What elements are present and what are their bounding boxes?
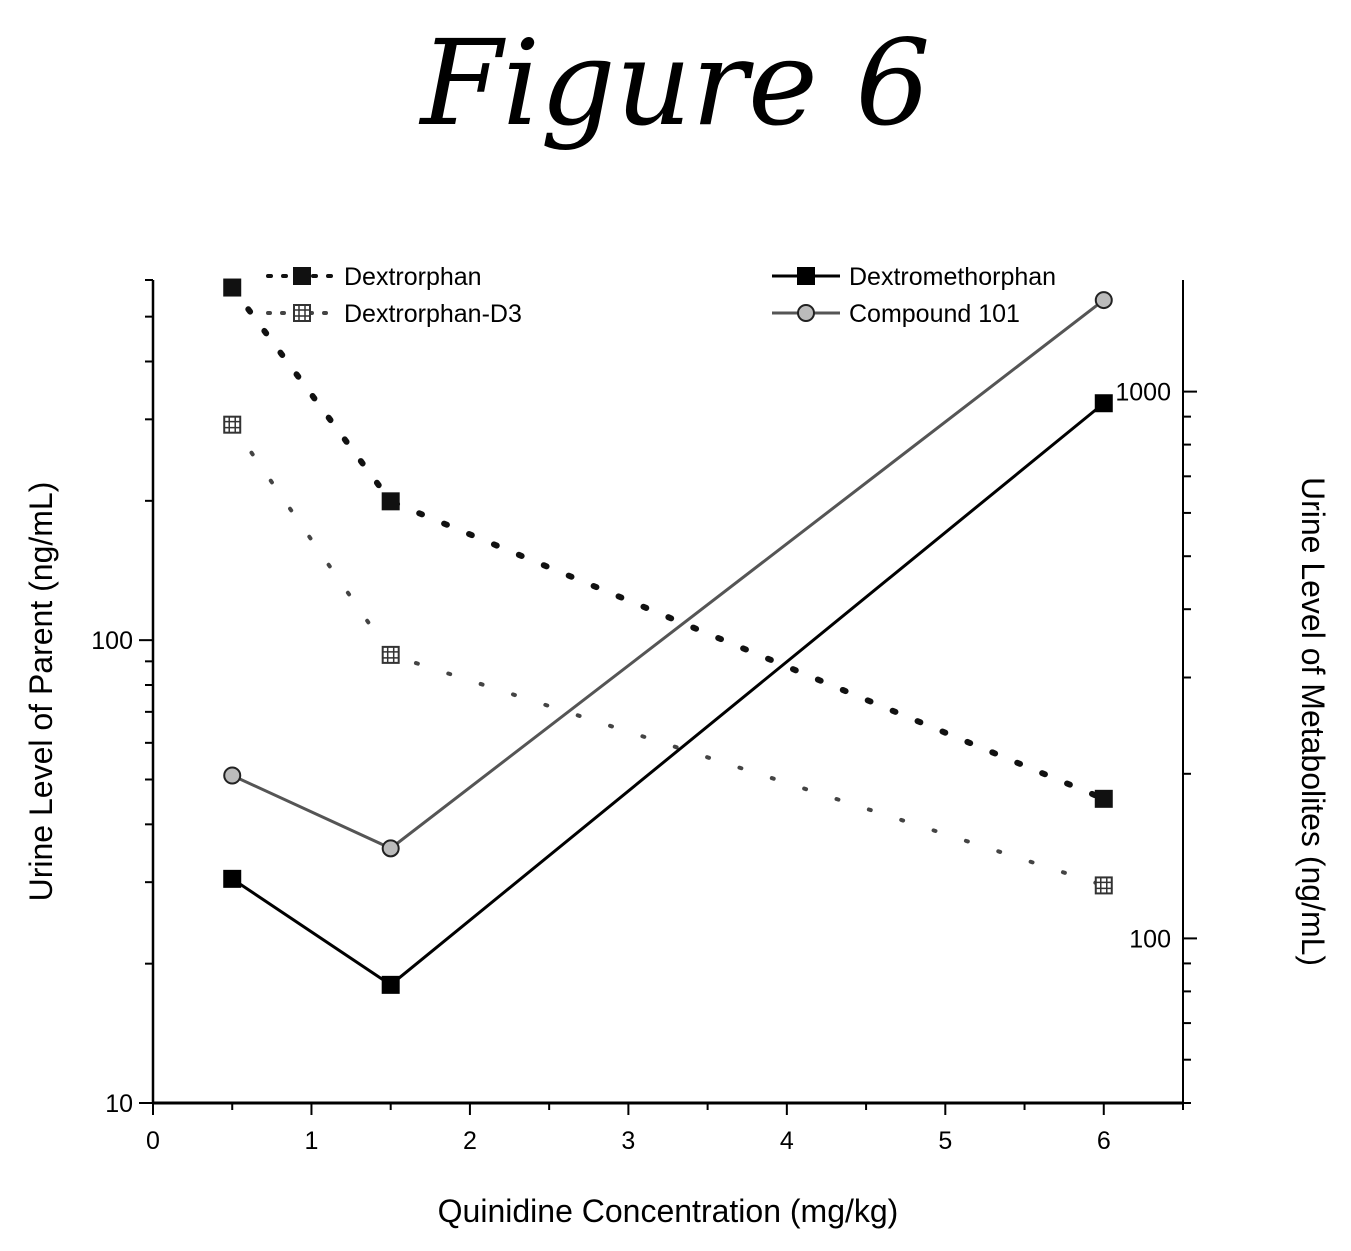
y-right-tick-label: 1000	[1115, 379, 1171, 407]
x-tick-label: 3	[621, 1127, 635, 1155]
y-left-tick-label: 100	[91, 627, 133, 655]
legend: Dextrorphan Dextrorphan-D3 Dextromethorpha…	[266, 263, 1056, 328]
data-point-compound-101	[223, 766, 242, 785]
series-line-dextromethorphan	[231, 402, 1105, 987]
series-line-dextrorphan	[229, 284, 1107, 802]
y-axis-right-title: Urine Level of Metabolites (ng/mL)	[1295, 477, 1331, 966]
x-tick-label: 1	[305, 1127, 319, 1155]
x-tick-label: 5	[938, 1127, 952, 1155]
legend-label-dextrorphan-d3: Dextrorphan-D3	[344, 300, 522, 328]
legend-label-compound-101: Compound 101	[849, 300, 1020, 328]
legend-marker-dextromethorphan	[797, 267, 815, 285]
data-point-dextrorphan-d3	[381, 645, 400, 664]
data-point-dextrorphan	[223, 278, 242, 297]
series-dextromethorphan	[223, 394, 1113, 994]
y-right-tick-label: 100	[1129, 925, 1171, 953]
y-axis-left-title: Urine Level of Parent (ng/mL)	[23, 482, 59, 902]
series-line-dextrorphan-d3	[230, 422, 1106, 888]
data-point-dextromethorphan	[381, 975, 400, 994]
data-point-dextromethorphan	[1094, 394, 1113, 413]
x-tick-label: 6	[1097, 1127, 1111, 1155]
axes: 0 1 2 3 4 5 6 10 100 100 1000	[91, 279, 1197, 1155]
legend-item-dextromethorphan: Dextromethorphan	[772, 263, 1056, 291]
series-layer	[223, 278, 1113, 994]
legend-marker-dextrorphan-d3	[293, 304, 311, 322]
x-tick-label: 0	[146, 1127, 160, 1155]
series-dextrorphan	[223, 278, 1113, 808]
series-compound-101	[223, 291, 1113, 858]
x-tick-label: 4	[780, 1127, 794, 1155]
data-point-dextrorphan	[381, 492, 400, 511]
figure-title: Figure 6	[420, 14, 931, 152]
legend-label-dextromethorphan: Dextromethorphan	[849, 263, 1056, 291]
y-left-tick-label: 10	[105, 1090, 133, 1118]
legend-marker-compound-101	[797, 304, 815, 322]
x-axis-title: Quinidine Concentration (mg/kg)	[438, 1193, 899, 1229]
data-point-dextrorphan	[1094, 789, 1113, 808]
legend-marker-dextrorphan	[293, 267, 311, 285]
data-point-dextrorphan-d3	[1094, 876, 1113, 895]
data-point-compound-101	[381, 839, 400, 858]
legend-item-dextrorphan-d3: Dextrorphan-D3	[266, 300, 522, 328]
legend-label-dextrorphan: Dextrorphan	[344, 263, 482, 291]
legend-item-dextrorphan: Dextrorphan	[266, 263, 482, 291]
data-point-dextrorphan-d3	[223, 415, 242, 434]
legend-item-compound-101: Compound 101	[772, 300, 1020, 328]
data-point-compound-101	[1094, 291, 1113, 310]
series-dextrorphan-d3	[223, 415, 1113, 895]
series-line-compound-101	[231, 298, 1105, 851]
x-tick-label: 2	[463, 1127, 477, 1155]
data-point-dextromethorphan	[223, 869, 242, 888]
